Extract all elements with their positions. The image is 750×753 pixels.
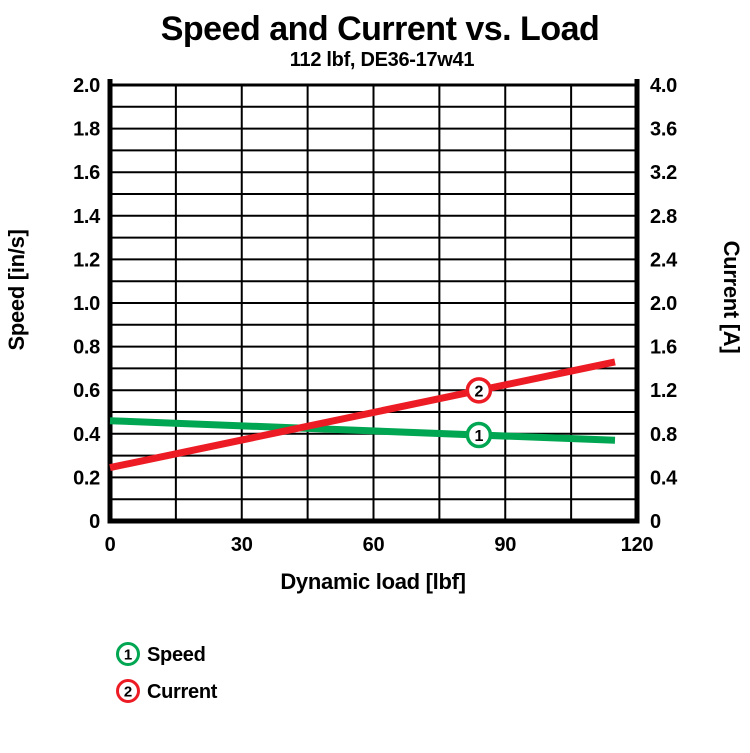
y-left-tick-label: 1.8 xyxy=(73,119,100,141)
series-badges: 12 xyxy=(465,377,493,449)
x-tick-label: 0 xyxy=(105,534,116,556)
y-right-tick-label: 0 xyxy=(650,511,661,533)
current-badge-number: 2 xyxy=(474,383,483,400)
y-left-tick-label: 1.4 xyxy=(73,206,101,228)
current-badge: 2 xyxy=(465,377,493,404)
y-right-tick-label: 3.2 xyxy=(650,162,677,184)
tick-labels: 2.0 1.8 1.6 1.4 1.2 1.0 0.8 0.6 0.4 0.2 0 4.0 3.6 3.2… xyxy=(73,75,678,556)
x-tick-label: 120 xyxy=(621,534,654,556)
y-left-tick-label: 1.6 xyxy=(73,162,100,184)
current-line xyxy=(109,358,616,472)
speed-badge-number: 1 xyxy=(474,428,483,445)
legend-marker-number: 2 xyxy=(124,684,132,701)
series-lines xyxy=(109,358,616,472)
chart-subtitle: 112 lbf, DE36-17w41 xyxy=(290,49,475,71)
y-left-tick-label: 0 xyxy=(89,511,100,533)
y-right-tick-label: 2.4 xyxy=(650,249,678,271)
speed-badge: 1 xyxy=(465,421,493,449)
y-left-tick-label: 0.2 xyxy=(73,467,100,489)
legend-marker-number: 1 xyxy=(124,647,132,664)
speed-badge-circle xyxy=(465,421,493,449)
current-legend-marker xyxy=(116,679,140,703)
y-left-tick-label: 0.4 xyxy=(73,424,101,446)
y-right-tick-label: 2.0 xyxy=(650,293,677,315)
y-axis-right-title: Current [A] xyxy=(719,241,744,354)
y-right-tick-label: 0.4 xyxy=(650,467,678,489)
speed-line xyxy=(109,417,616,444)
y-right-tick-label: 3.6 xyxy=(650,119,677,141)
y-right-tick-label: 1.2 xyxy=(650,380,677,402)
y-left-tick-label: 0.6 xyxy=(73,380,100,402)
x-tick-label: 30 xyxy=(231,534,253,556)
x-tick-label: 90 xyxy=(494,534,516,556)
y-right-tick-label: 4.0 xyxy=(650,75,677,97)
legend-item-current: 2 Current xyxy=(116,679,218,703)
current-badge-circle xyxy=(465,377,493,404)
legend-item-speed: 1 Speed xyxy=(116,642,206,666)
chart-title: Speed and Current vs. Load xyxy=(161,10,600,48)
y-right-tick-label: 0.8 xyxy=(650,424,677,446)
speed-legend-marker xyxy=(116,642,140,666)
y-left-tick-label: 0.8 xyxy=(73,337,100,359)
legend-label: Speed xyxy=(147,644,206,666)
y-axis-left-title: Speed [in/s] xyxy=(4,229,29,350)
y-left-tick-label: 1.0 xyxy=(73,293,100,315)
axes-spines xyxy=(107,79,640,524)
legend-label: Current xyxy=(147,681,218,703)
x-axis-title: Dynamic load [lbf] xyxy=(280,569,465,594)
y-right-tick-label: 2.8 xyxy=(650,206,677,228)
y-right-tick-label: 1.6 xyxy=(650,337,677,359)
grid-lines xyxy=(110,85,637,521)
x-tick-label: 60 xyxy=(363,534,385,556)
y-left-tick-label: 1.2 xyxy=(73,249,100,271)
legend: 1 Speed 2 Current xyxy=(116,642,218,703)
y-left-tick-label: 2.0 xyxy=(73,75,100,97)
